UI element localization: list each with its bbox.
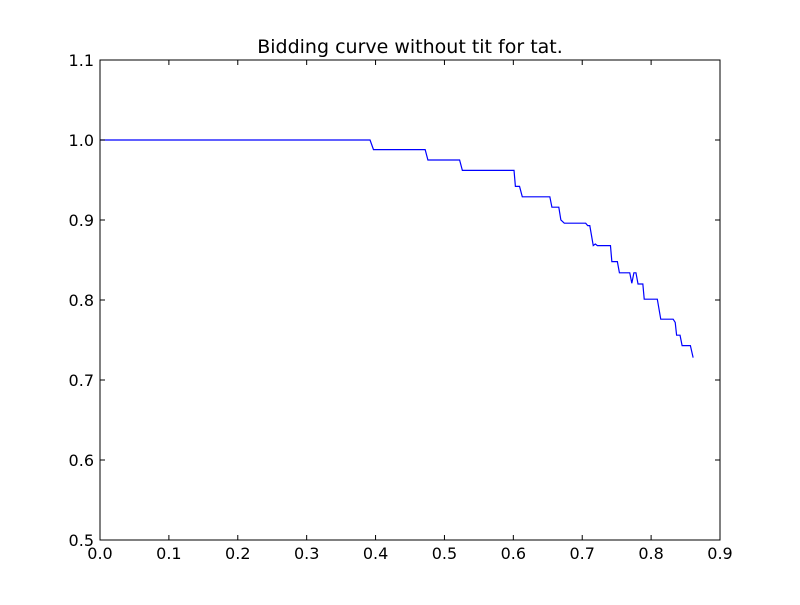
x-tick-label: 0.5 bbox=[432, 544, 457, 563]
y-tick-label: 1.1 bbox=[69, 51, 94, 70]
series-line-0 bbox=[100, 139, 694, 358]
x-tick-label: 0.0 bbox=[87, 544, 112, 563]
axes: 0.0 0.1 0.2 0.3 0.4 0.5 0.6 0.7 0.8 0.9 0.5 0.6 0.7 0… bbox=[69, 51, 733, 563]
y-tick-label: 0.8 bbox=[69, 291, 94, 310]
x-tick-label: 0.6 bbox=[501, 544, 526, 563]
x-tick-label: 0.2 bbox=[225, 544, 250, 563]
x-tick-label: 0.9 bbox=[707, 544, 732, 563]
y-tick-label: 0.7 bbox=[69, 371, 94, 390]
plot-marks bbox=[100, 139, 694, 358]
chart-title: Bidding curve without tit for tat. bbox=[257, 36, 563, 58]
y-tick-label: 1.0 bbox=[69, 131, 94, 150]
x-tick-label: 0.8 bbox=[638, 544, 663, 563]
x-tick-label: 0.4 bbox=[363, 544, 388, 563]
y-tick-label: 0.9 bbox=[69, 211, 94, 230]
x-tick-label: 0.1 bbox=[156, 544, 181, 563]
y-tick-label: 0.6 bbox=[69, 451, 94, 470]
x-tick-label: 0.7 bbox=[569, 544, 594, 563]
x-tick-label: 0.3 bbox=[294, 544, 319, 563]
y-tick-label: 0.5 bbox=[69, 531, 94, 550]
